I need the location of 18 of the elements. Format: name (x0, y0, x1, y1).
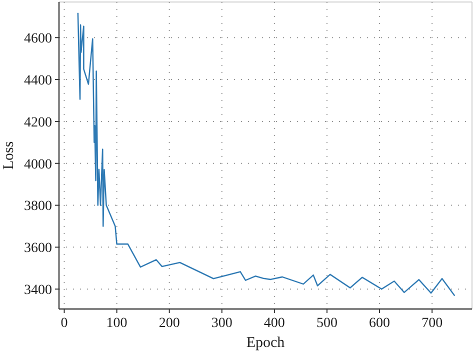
y-tick-label: 3800 (24, 199, 52, 214)
y-axis-title: Loss (1, 141, 17, 170)
x-tick-label: 0 (60, 316, 68, 331)
x-tick-label: 100 (106, 316, 128, 331)
y-tick-label: 4200 (24, 115, 52, 130)
y-tick-label: 3400 (24, 282, 52, 298)
x-tick-label: 500 (316, 316, 338, 331)
x-tick-label: 200 (158, 316, 180, 331)
y-tick-label: 4600 (24, 32, 52, 47)
x-axis-title: Epoch (246, 335, 286, 351)
y-tick-label: 4400 (24, 73, 52, 88)
x-tick-label: 700 (422, 316, 443, 331)
line-series (77, 12, 456, 296)
x-tick-label: 300 (211, 316, 232, 331)
x-tick-label: 400 (264, 316, 285, 331)
y-tick-label: 3600 (24, 241, 52, 256)
y-tick-label: 4000 (24, 157, 52, 172)
x-tick-label: 600 (369, 316, 390, 331)
